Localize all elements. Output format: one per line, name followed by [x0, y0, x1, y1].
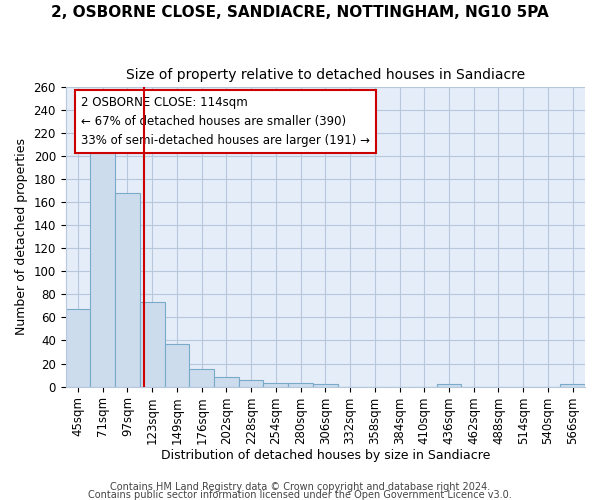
Bar [263, 383, 288, 386]
Text: Contains HM Land Registry data © Crown copyright and database right 2024.: Contains HM Land Registry data © Crown c… [110, 482, 490, 492]
Bar [140, 302, 164, 386]
Bar [288, 383, 313, 386]
Bar [313, 384, 338, 386]
Y-axis label: Number of detached properties: Number of detached properties [15, 138, 28, 335]
Title: Size of property relative to detached houses in Sandiacre: Size of property relative to detached ho… [126, 68, 525, 82]
Bar [239, 380, 263, 386]
Bar [91, 148, 115, 386]
Bar [164, 344, 190, 387]
Bar [560, 384, 585, 386]
X-axis label: Distribution of detached houses by size in Sandiacre: Distribution of detached houses by size … [161, 450, 490, 462]
Text: 2 OSBORNE CLOSE: 114sqm
← 67% of detached houses are smaller (390)
33% of semi-d: 2 OSBORNE CLOSE: 114sqm ← 67% of detache… [81, 96, 370, 147]
Bar [115, 193, 140, 386]
Text: Contains public sector information licensed under the Open Government Licence v3: Contains public sector information licen… [88, 490, 512, 500]
Text: 2, OSBORNE CLOSE, SANDIACRE, NOTTINGHAM, NG10 5PA: 2, OSBORNE CLOSE, SANDIACRE, NOTTINGHAM,… [51, 5, 549, 20]
Bar [214, 378, 239, 386]
Bar [190, 370, 214, 386]
Bar [437, 384, 461, 386]
Bar [65, 310, 91, 386]
